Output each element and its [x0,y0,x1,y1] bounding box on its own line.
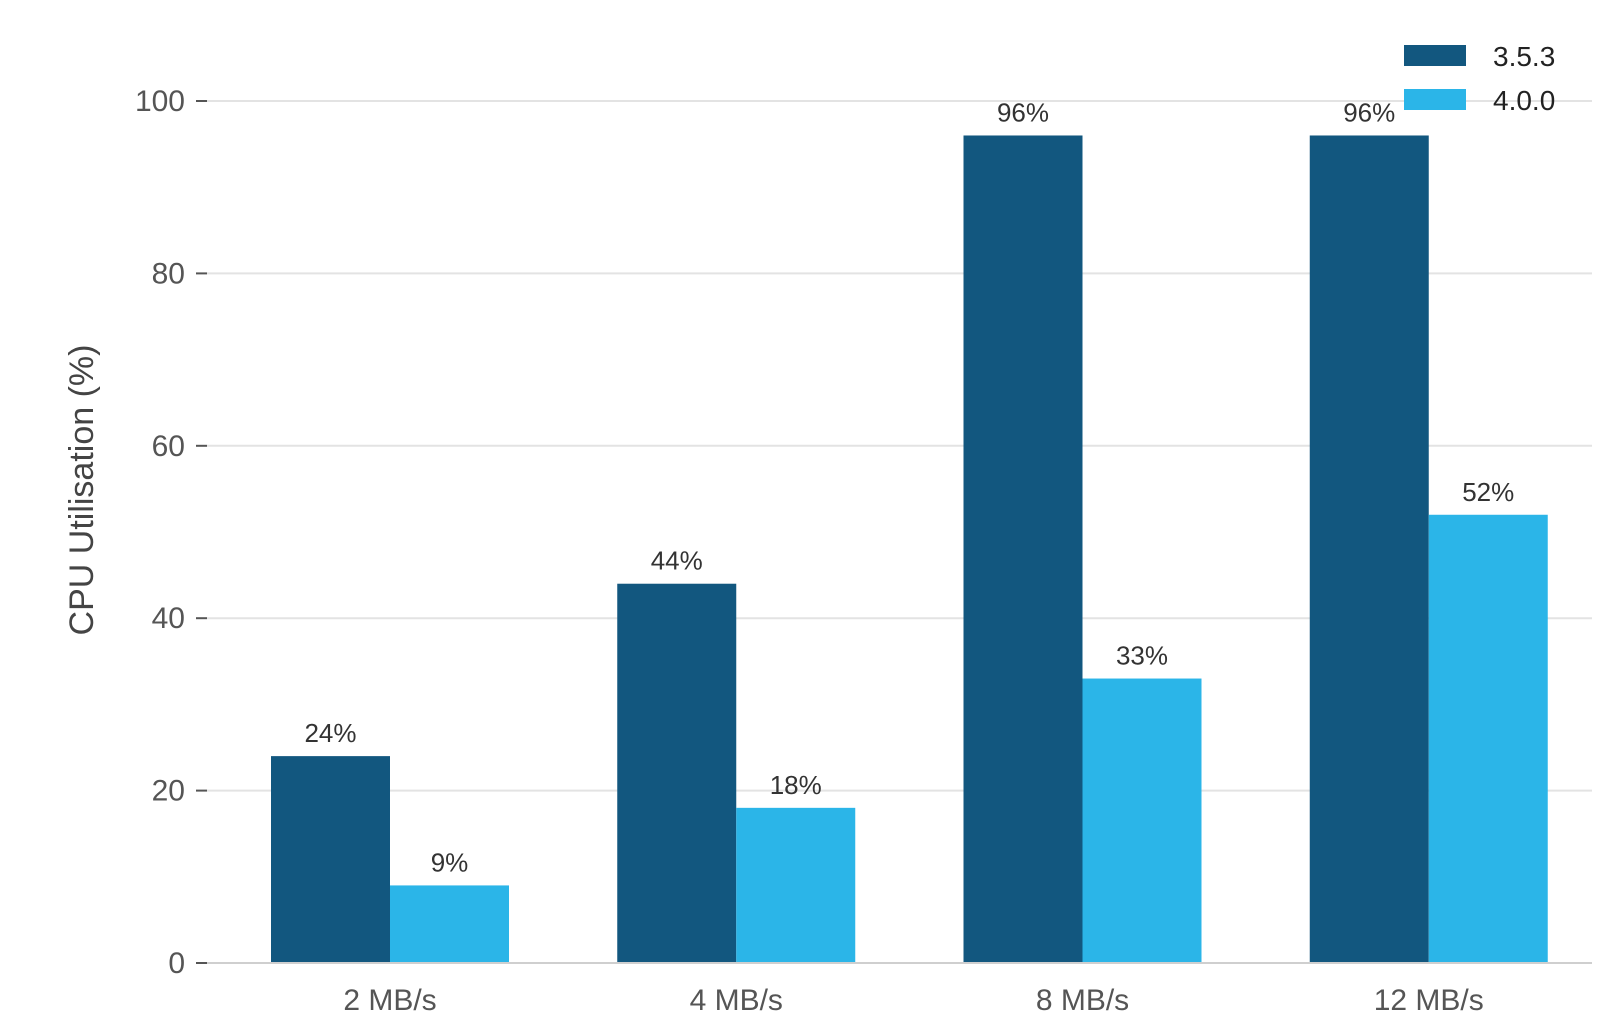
bar-4-0-0-0 [390,885,509,963]
data-label: 52% [1462,477,1514,507]
y-axis: 0 20 40 60 80 100 [135,85,207,980]
x-tick-label: 12 MB/s [1374,984,1484,1017]
bar-4-0-0-3 [1428,514,1548,963]
data-label: 24% [304,718,356,748]
y-axis-title: CPU Utilisation (%) [63,345,101,636]
bar-3-5-3-1 [617,583,737,963]
x-tick-label: 2 MB/s [343,984,436,1017]
data-label: 96% [1343,97,1395,127]
data-label: 33% [1116,641,1168,671]
y-tick-label: 80 [152,257,185,290]
x-axis: 2 MB/s 4 MB/s 8 MB/s 12 MB/s [207,962,1592,1017]
y-tick-label: 40 [152,602,185,635]
y-tick-label: 60 [152,430,185,463]
legend: 3.5.3 4.0.0 [1404,41,1555,116]
bar-3-5-3-0 [271,756,390,963]
legend-swatch-3-5-3 [1404,45,1466,66]
legend-label: 3.5.3 [1493,41,1555,72]
bar-3-5-3-2 [963,135,1083,964]
x-tick-label: 4 MB/s [690,984,783,1017]
bar-3-5-3-3 [1309,135,1429,964]
data-label: 18% [770,770,822,800]
data-label: 44% [651,546,703,576]
legend-swatch-4-0-0 [1404,89,1466,110]
bars [271,135,1548,964]
data-label: 96% [997,97,1049,127]
data-label: 9% [431,847,469,877]
legend-label: 4.0.0 [1493,85,1555,116]
y-tick-label: 100 [135,85,185,118]
bar-4-0-0-1 [736,807,856,963]
y-tick-label: 20 [152,775,185,808]
data-labels: 24% 9% 44% 18% 96% 33% 96% 52% [304,97,1514,877]
x-tick-label: 8 MB/s [1036,984,1129,1017]
bar-4-0-0-2 [1082,678,1202,963]
y-tick-label: 0 [168,947,185,980]
